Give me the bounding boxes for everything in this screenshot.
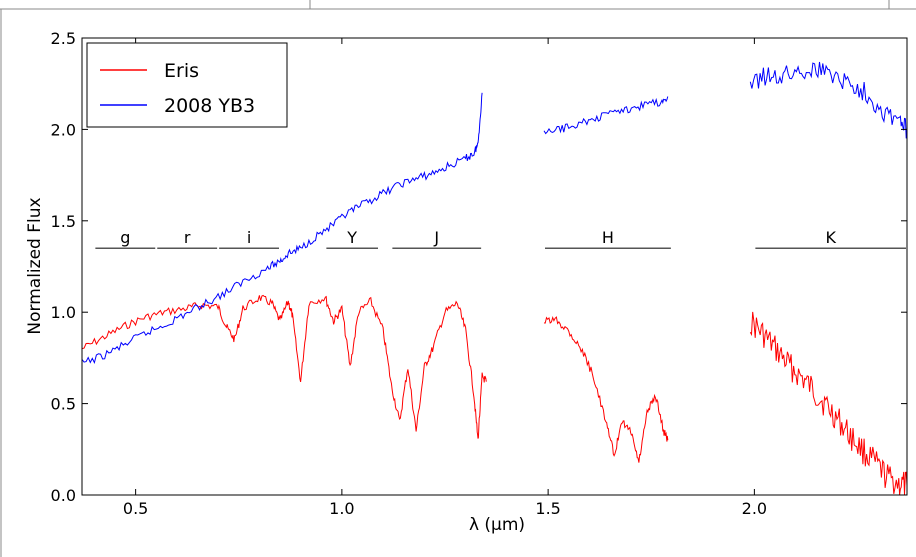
y-axis-label: Normalized Flux [25, 197, 45, 334]
x-tick-label-2.0: 2.0 [742, 499, 767, 518]
plot-layer [82, 61, 907, 495]
band-label-r: r [184, 228, 191, 247]
x-tick-label-1.5: 1.5 [535, 499, 560, 518]
series-line-2008yb3-segment-2 [543, 96, 669, 135]
legend-box [86, 42, 288, 128]
y-tick-label-0.0: 0.0 [51, 486, 76, 505]
band-label-y: Y [346, 228, 357, 247]
x-tick-label-0.5: 0.5 [123, 499, 148, 518]
plot-frame [81, 37, 908, 496]
y-tick-label-2.5: 2.5 [51, 29, 76, 48]
y-tick-label-1.5: 1.5 [51, 212, 76, 231]
band-label-g: g [120, 228, 130, 247]
y-tick-label-1.0: 1.0 [51, 303, 76, 322]
series-line-eris-segment-1 [82, 294, 487, 439]
x-tick-label-1.0: 1.0 [329, 499, 354, 518]
band-label-k: K [825, 228, 836, 247]
series-group [82, 61, 907, 495]
band-label-h: H [602, 228, 614, 247]
series-line-2008yb3-segment-3 [749, 61, 907, 139]
series-line-eris-segment-2 [543, 316, 669, 463]
legend-label-eris: Eris [164, 60, 199, 82]
band-label-j: J [433, 228, 439, 247]
y-tick-label-2.0: 2.0 [51, 120, 76, 139]
legend-label-2008yb3: 2008 YB3 [164, 95, 255, 117]
legend: Eris 2008 YB3 [86, 42, 288, 128]
series-line-eris-segment-3 [749, 311, 907, 495]
x-axis-label: λ (μm) [469, 515, 525, 535]
series-line-2008yb3-segment-1 [82, 92, 483, 365]
band-label-i: i [247, 228, 251, 247]
axis-layer: 0.5 1.0 1.5 2.0 0.0 0.5 1.0 1.5 2.0 2.5 [51, 29, 907, 518]
y-tick-label-0.5: 0.5 [51, 395, 76, 414]
